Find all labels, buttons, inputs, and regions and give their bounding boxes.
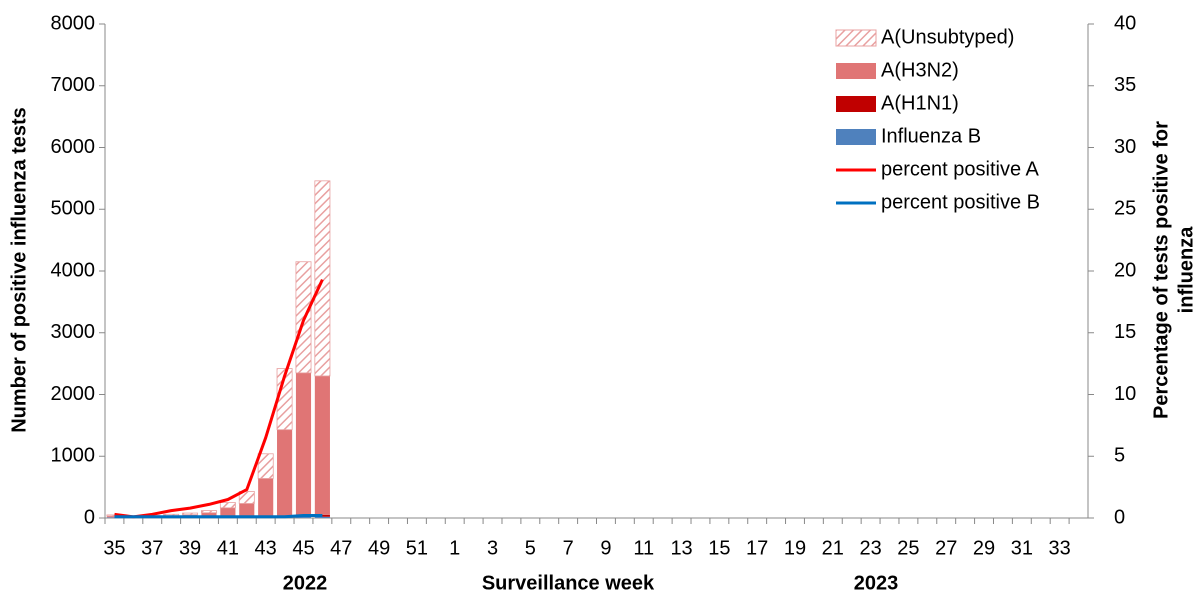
bar (296, 373, 311, 515)
legend-label: A(H3N2) (881, 59, 959, 81)
bar (183, 513, 198, 515)
x-tick-label: 35 (103, 537, 125, 559)
bar (201, 511, 216, 513)
y-tick-label: 3000 (51, 321, 96, 343)
y2-tick-label: 40 (1114, 12, 1136, 34)
legend-swatch (836, 129, 876, 145)
legend-swatch (836, 63, 876, 79)
legend-label: percent positive A (881, 158, 1040, 180)
year-label: 2022 (283, 572, 328, 594)
x-tick-label: 11 (633, 537, 654, 559)
x-tick-label: 19 (784, 537, 806, 559)
line (115, 516, 323, 517)
x-tick-label: 13 (670, 537, 692, 559)
y-tick-label: 4000 (51, 259, 96, 281)
x-tick-label: 37 (141, 537, 163, 559)
y-tick-label: 8000 (51, 12, 96, 34)
y2-tick-label: 15 (1114, 321, 1136, 343)
year-label: 2023 (854, 572, 899, 594)
bar (258, 454, 273, 479)
x-tick-label: 27 (935, 537, 957, 559)
y-tick-label: 6000 (51, 136, 96, 158)
x-tick-label: 23 (859, 537, 881, 559)
x-tick-label: 51 (406, 537, 428, 559)
bar (315, 181, 330, 376)
x-axis-label: Surveillance week (482, 572, 655, 594)
x-tick-label: 1 (449, 537, 460, 559)
legend-swatch (836, 96, 876, 112)
x-tick-label: 47 (330, 537, 352, 559)
y-tick-label: 0 (84, 506, 95, 528)
y2-tick-label: 35 (1114, 74, 1136, 96)
x-tick-label: 31 (1011, 537, 1033, 559)
bar (315, 376, 330, 515)
x-tick-label: 7 (563, 537, 574, 559)
y-tick-label: 2000 (51, 383, 96, 405)
bar (258, 478, 273, 516)
y-tick-label: 1000 (51, 445, 96, 467)
x-tick-label: 43 (255, 537, 277, 559)
y2-tick-label: 5 (1114, 445, 1125, 467)
legend-swatch (836, 30, 876, 46)
x-tick-label: 33 (1049, 537, 1071, 559)
y-axis-label: Number of positive influenza tests (8, 107, 30, 433)
x-tick-label: 45 (292, 537, 314, 559)
bar (239, 503, 254, 517)
bar (277, 430, 292, 516)
x-tick-label: 17 (746, 537, 768, 559)
x-tick-label: 49 (368, 537, 390, 559)
x-tick-label: 15 (708, 537, 730, 559)
y2-tick-label: 25 (1114, 198, 1136, 220)
x-tick-label: 29 (973, 537, 995, 559)
x-tick-label: 21 (822, 537, 844, 559)
x-tick-label: 3 (487, 537, 498, 559)
y-tick-label: 5000 (51, 198, 96, 220)
y2-tick-label: 10 (1114, 383, 1136, 405)
y-tick-label: 7000 (51, 74, 96, 96)
x-tick-label: 25 (897, 537, 919, 559)
x-tick-label: 41 (217, 537, 239, 559)
y2-tick-label: 30 (1114, 136, 1136, 158)
y2-tick-label: 20 (1114, 259, 1136, 281)
y2-axis-label: influenza (1175, 226, 1197, 314)
legend-label: percent positive B (881, 191, 1040, 213)
y2-tick-label: 0 (1114, 506, 1125, 528)
y2-axis-label: Percentage of tests positive for (1150, 121, 1172, 419)
legend-label: Influenza B (881, 125, 981, 147)
x-tick-label: 9 (600, 537, 611, 559)
bar (220, 503, 235, 508)
legend-label: A(H1N1) (881, 92, 959, 114)
x-tick-label: 5 (525, 537, 536, 559)
x-tick-label: 39 (179, 537, 201, 559)
legend-label: A(Unsubtyped) (881, 26, 1014, 48)
